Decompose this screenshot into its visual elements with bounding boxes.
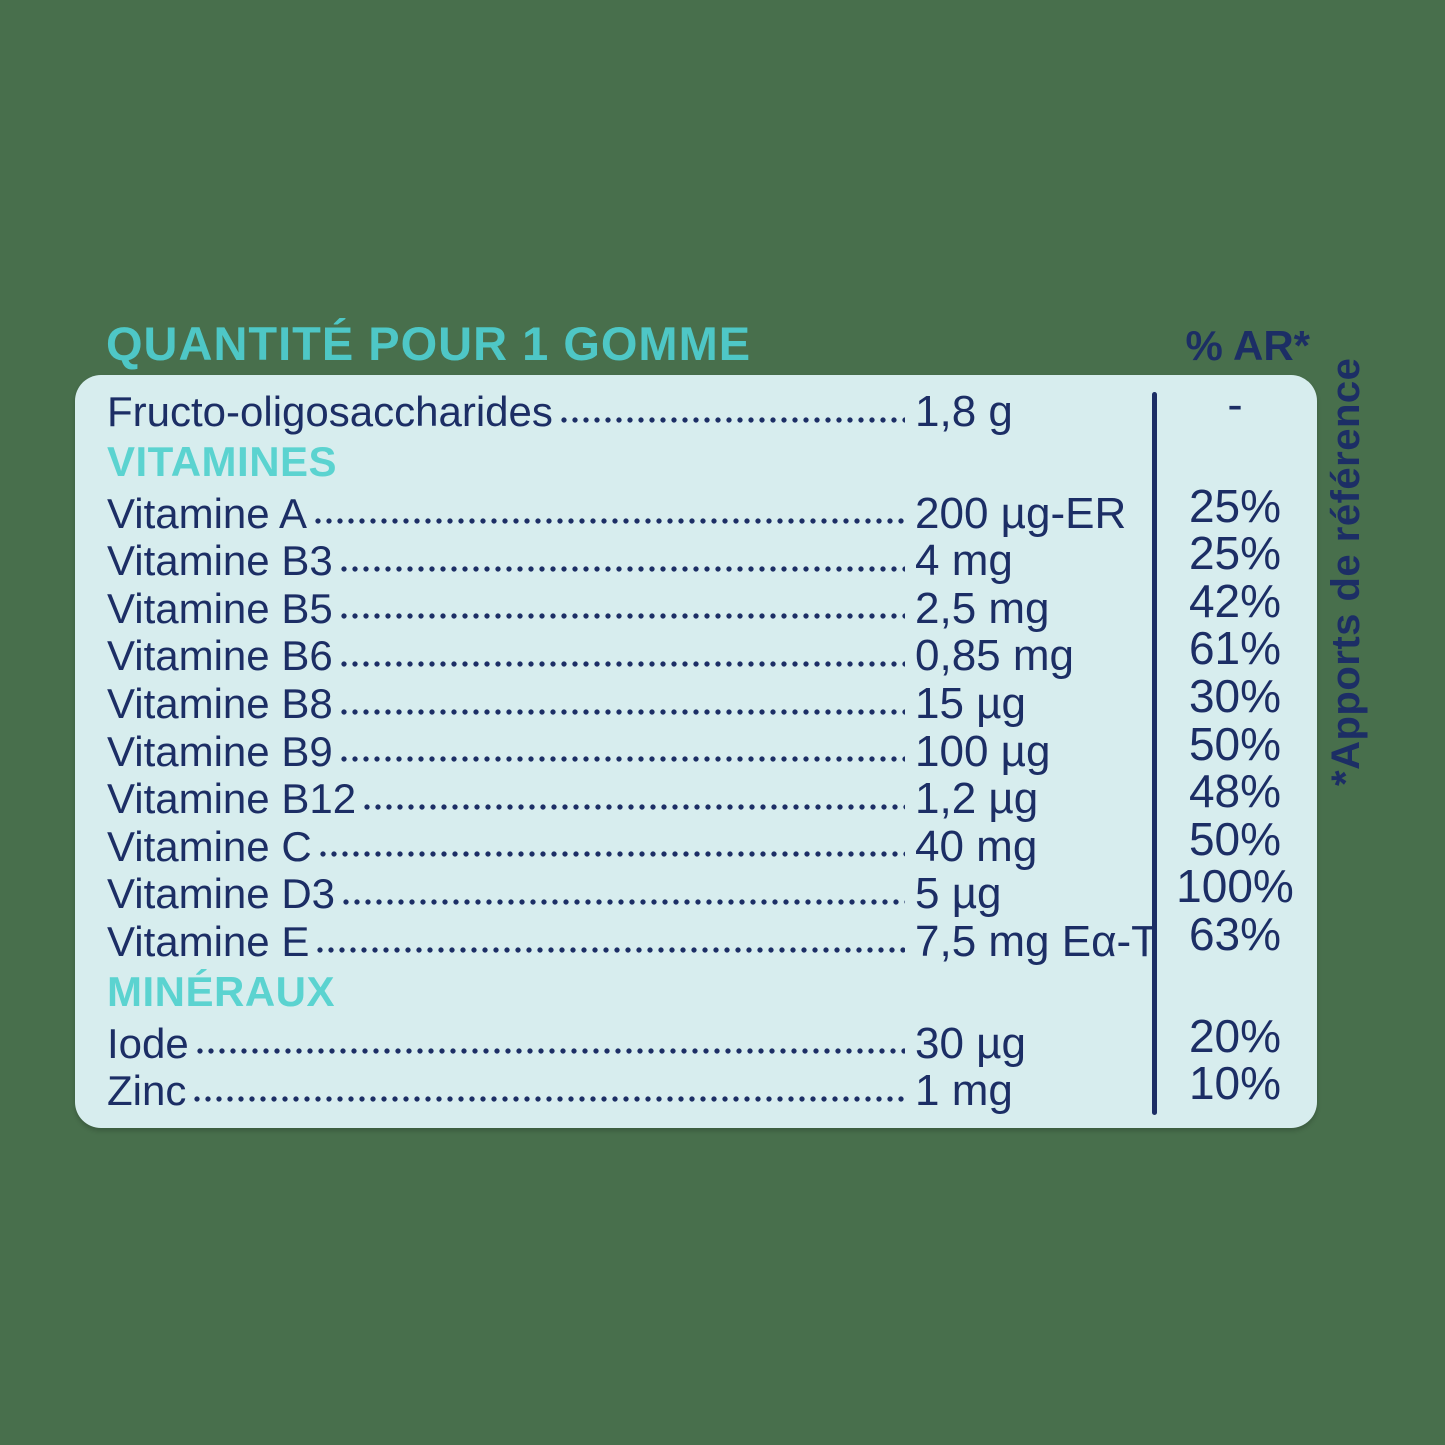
section-header-row: MINÉRAUX xyxy=(107,965,1317,1019)
section-header-label: MINÉRAUX xyxy=(107,967,336,1015)
nutrient-name: Vitamine B12 xyxy=(107,775,357,823)
dotted-leader xyxy=(343,895,905,908)
dotted-leader xyxy=(340,562,905,575)
nutrient-quantity: 7,5 mg Eα-T xyxy=(915,916,1159,966)
side-note: *Apports de référence xyxy=(1322,357,1370,786)
section-header-label: VITAMINES xyxy=(107,437,338,485)
nutrient-percent-ar: 10% xyxy=(1188,1057,1282,1110)
nutrient-percent-ar: 20% xyxy=(1188,1009,1282,1062)
nutrient-quantity: 4 mg xyxy=(915,536,1013,586)
nutrient-percent-ar: 100% xyxy=(1176,860,1294,913)
nutrient-row: Vitamine D3 5 µg 100% xyxy=(107,863,1317,919)
nutrient-quantity: 200 µg-ER xyxy=(915,488,1127,538)
nutrient-quantity: 5 µg xyxy=(915,869,1002,919)
nutrient-name: Vitamine D3 xyxy=(107,870,336,918)
nutrient-row: Vitamine B3 4 mg 25% xyxy=(107,530,1317,586)
percent-ar-column-header: % AR* xyxy=(1185,322,1310,369)
nutrient-quantity: 1,2 µg xyxy=(915,774,1039,824)
nutrient-percent-ar: 50% xyxy=(1188,717,1282,770)
nutrient-name: Vitamine B9 xyxy=(107,727,333,775)
nutrient-name: Fructo-oligosaccharides xyxy=(107,388,553,435)
side-note-text: *Apports de référence xyxy=(1324,357,1368,786)
nutrient-row: Fructo-oligosaccharides 1,8 g - xyxy=(107,380,1317,436)
nutrient-row: Vitamine C 40 mg 50% xyxy=(107,815,1317,871)
nutrient-row: Vitamine B12 1,2 µg 48% xyxy=(107,768,1317,824)
nutrient-row: Vitamine B5 2,5 mg 42% xyxy=(107,577,1317,633)
nutrient-name: Vitamine A xyxy=(107,489,308,537)
nutrient-row: Zinc 1 mg 10% xyxy=(107,1060,1317,1116)
nutrient-name: Vitamine C xyxy=(107,822,312,870)
nutrient-percent-ar: 63% xyxy=(1188,907,1282,960)
dotted-leader xyxy=(340,657,905,670)
nutrient-row: Vitamine B6 0,85 mg 61% xyxy=(107,625,1317,681)
nutrient-quantity: 2,5 mg xyxy=(915,583,1050,633)
dotted-leader xyxy=(560,413,905,426)
nutrient-percent-ar: - xyxy=(1227,378,1243,430)
dotted-leader xyxy=(317,943,905,956)
nutrient-percent-ar: 48% xyxy=(1188,765,1282,818)
dotted-leader xyxy=(194,1092,905,1105)
header-row: QUANTITÉ POUR 1 GOMME % AR* xyxy=(106,316,1310,371)
nutrient-name: Zinc xyxy=(107,1067,187,1115)
dotted-leader xyxy=(340,753,905,766)
rows-container: Fructo-oligosaccharides 1,8 g - VITAMINES Vi… xyxy=(75,380,1317,1116)
nutrient-quantity: 15 µg xyxy=(915,678,1026,728)
dotted-leader xyxy=(315,515,905,528)
nutrient-percent-ar: 25% xyxy=(1188,479,1282,532)
nutrient-name: Vitamine B5 xyxy=(107,584,333,632)
column-separator-line xyxy=(1152,392,1157,1115)
table-title: QUANTITÉ POUR 1 GOMME xyxy=(106,317,752,370)
nutrient-row: Vitamine B8 15 µg 30% xyxy=(107,672,1317,728)
nutrition-panel: Fructo-oligosaccharides 1,8 g - VITAMINES Vi… xyxy=(75,375,1317,1128)
dotted-leader xyxy=(340,610,905,623)
nutrient-name: Vitamine B8 xyxy=(107,679,333,727)
nutrient-name: Vitamine E xyxy=(107,917,310,965)
nutrient-quantity: 1 mg xyxy=(915,1066,1013,1116)
nutrient-row: Vitamine B9 100 µg 50% xyxy=(107,720,1317,776)
nutrient-quantity: 0,85 mg xyxy=(915,631,1074,681)
nutrient-quantity: 1,8 g xyxy=(915,387,1013,436)
dotted-leader xyxy=(319,848,905,861)
nutrient-row: Iode 30 µg 20% xyxy=(107,1012,1317,1068)
nutrient-percent-ar: 61% xyxy=(1188,622,1282,675)
nutrient-row: Vitamine E 7,5 mg Eα-T 63% xyxy=(107,910,1317,966)
nutrient-name: Vitamine B6 xyxy=(107,632,333,680)
nutrient-percent-ar: 50% xyxy=(1188,812,1282,865)
nutrient-row: Vitamine A 200 µg-ER 25% xyxy=(107,482,1317,538)
nutrient-name: Vitamine B3 xyxy=(107,537,333,585)
nutrient-quantity: 30 µg xyxy=(915,1018,1026,1068)
section-header-row: VITAMINES xyxy=(107,435,1317,489)
nutrient-percent-ar: 25% xyxy=(1188,527,1282,580)
dotted-leader xyxy=(364,800,905,813)
nutrient-percent-ar: 30% xyxy=(1188,669,1282,722)
nutrient-quantity: 40 mg xyxy=(915,821,1038,871)
nutrient-quantity: 100 µg xyxy=(915,726,1051,776)
dotted-leader xyxy=(196,1045,905,1058)
nutrient-name: Iode xyxy=(107,1019,189,1067)
dotted-leader xyxy=(340,705,905,718)
nutrient-percent-ar: 42% xyxy=(1188,574,1282,627)
